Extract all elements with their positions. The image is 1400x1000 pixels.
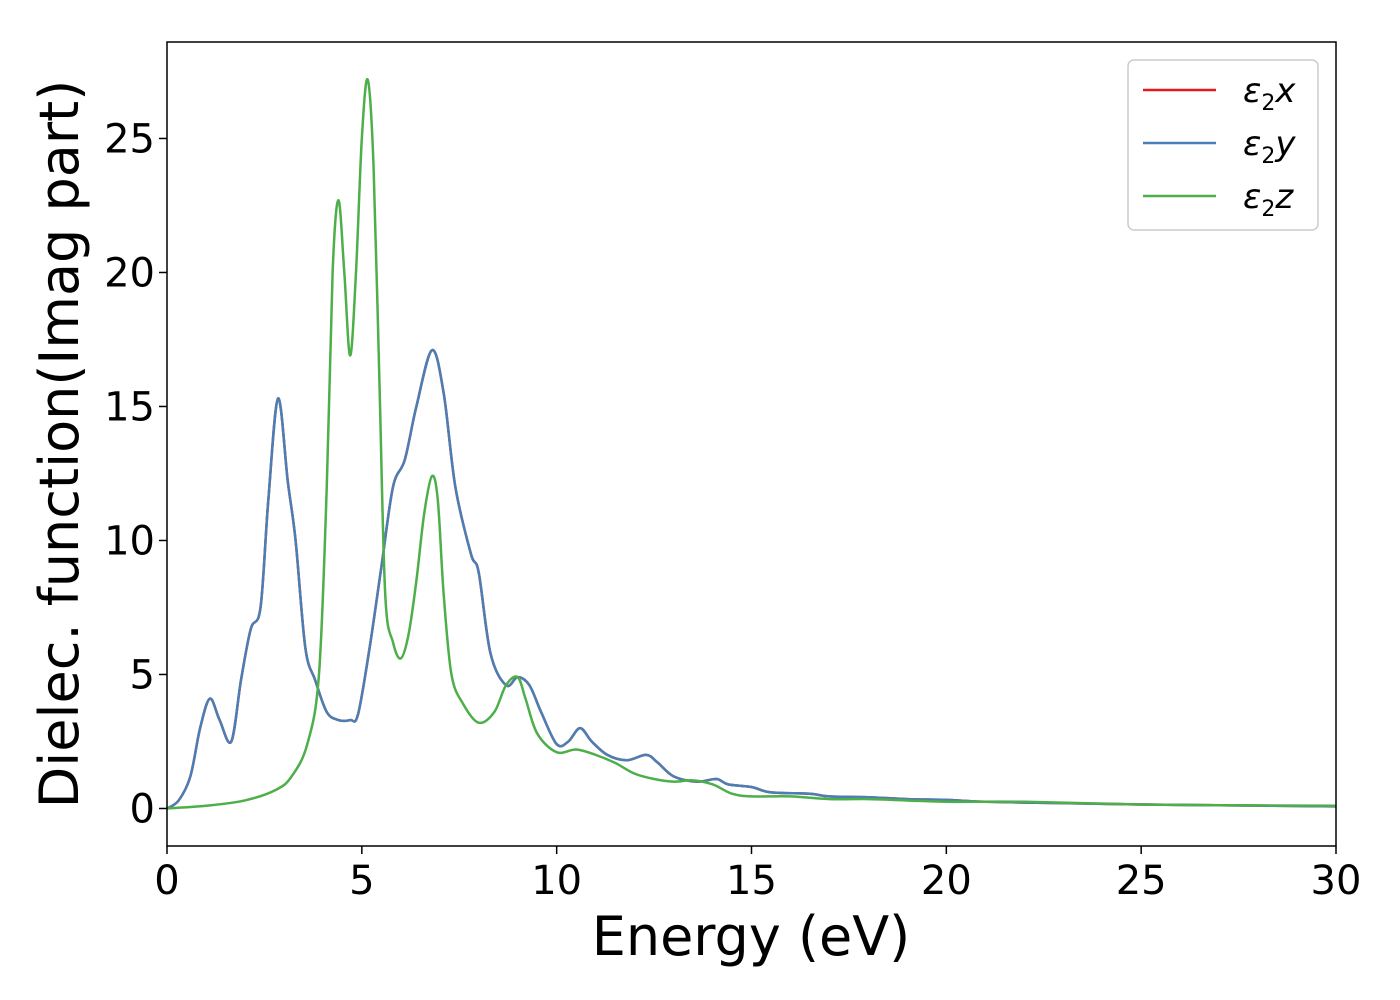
x-tick-label: 15 bbox=[726, 858, 777, 904]
plot-lines bbox=[166, 78, 1337, 810]
x-tick-label: 0 bbox=[154, 858, 179, 904]
y-tick-label: 15 bbox=[104, 384, 155, 430]
y-tick-label: 5 bbox=[130, 652, 155, 698]
legend-label-y: ε2y bbox=[1243, 124, 1296, 169]
y-tick-label: 20 bbox=[104, 250, 155, 296]
x-tick-label: 20 bbox=[921, 858, 972, 904]
y-tick-label: 0 bbox=[130, 786, 155, 832]
y-tick-label: 25 bbox=[104, 116, 155, 162]
x-axis-ticks: 0 5 10 15 20 25 30 bbox=[154, 846, 1361, 904]
y-tick-label: 10 bbox=[104, 518, 155, 564]
legend: ε2x ε2y ε2z bbox=[1127, 59, 1319, 231]
series-line-z bbox=[166, 78, 1337, 810]
x-tick-label: 30 bbox=[1311, 858, 1362, 904]
x-tick-label: 5 bbox=[349, 858, 374, 904]
series-line-y bbox=[166, 348, 1337, 810]
legend-label-z: ε2z bbox=[1243, 177, 1294, 222]
y-axis-ticks: 0 5 10 15 20 25 bbox=[104, 116, 167, 832]
x-tick-label: 25 bbox=[1116, 858, 1167, 904]
legend-label-x: ε2x bbox=[1243, 71, 1296, 116]
series-line-x bbox=[166, 348, 1337, 810]
x-axis-label: Energy (eV) bbox=[592, 905, 911, 968]
y-axis-label: Dielec. function(Imag part) bbox=[28, 80, 91, 809]
x-tick-label: 10 bbox=[531, 858, 582, 904]
legend-box bbox=[1127, 59, 1319, 231]
